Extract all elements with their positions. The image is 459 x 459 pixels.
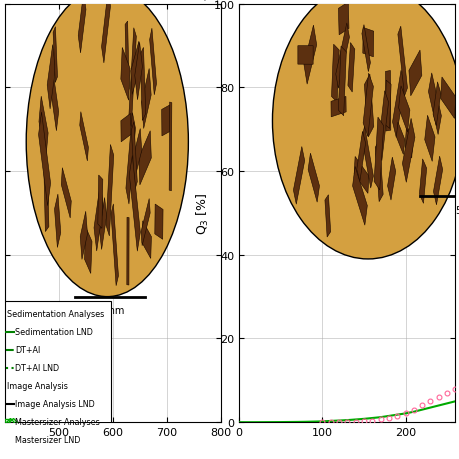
Polygon shape [387,158,395,201]
Bar [5,301,110,457]
Polygon shape [408,51,421,96]
Polygon shape [134,43,142,101]
Polygon shape [385,71,390,132]
Polygon shape [432,83,440,126]
Y-axis label: Q$_3$ [%]: Q$_3$ [%] [194,192,210,235]
Polygon shape [39,97,48,159]
Text: Sedimentation LND: Sedimentation LND [15,328,93,337]
Polygon shape [392,71,404,138]
Polygon shape [361,26,369,73]
Polygon shape [141,199,150,246]
Polygon shape [308,154,319,203]
Polygon shape [169,103,172,191]
Polygon shape [98,176,103,229]
Text: Image Analysis: Image Analysis [7,382,67,391]
Polygon shape [84,228,92,274]
Polygon shape [377,91,388,161]
Polygon shape [384,81,390,129]
Polygon shape [335,24,349,89]
Polygon shape [140,48,146,121]
Polygon shape [424,116,434,162]
Text: 5 mm: 5 mm [95,305,124,315]
Polygon shape [139,131,151,185]
Text: Mastersizer LND: Mastersizer LND [15,436,81,444]
Polygon shape [373,118,383,190]
Polygon shape [347,44,354,93]
Polygon shape [293,147,304,205]
Polygon shape [161,106,170,137]
Polygon shape [396,123,404,155]
Polygon shape [53,28,57,83]
Polygon shape [50,65,59,131]
Polygon shape [127,218,129,285]
Polygon shape [142,221,151,259]
Polygon shape [402,119,414,183]
Text: Mastersizer Analyses: Mastersizer Analyses [15,418,100,426]
Ellipse shape [272,0,459,259]
Polygon shape [364,75,373,138]
Polygon shape [130,42,140,95]
Polygon shape [362,28,373,58]
Polygon shape [404,127,412,158]
Polygon shape [155,205,162,240]
Polygon shape [129,28,136,128]
Text: Image Analysis LND: Image Analysis LND [15,400,95,409]
Polygon shape [125,22,129,93]
Polygon shape [106,145,113,236]
Polygon shape [331,45,338,103]
Polygon shape [80,212,87,260]
Polygon shape [39,113,50,206]
Polygon shape [297,46,313,65]
Polygon shape [131,123,137,191]
Polygon shape [303,26,316,85]
Polygon shape [141,69,151,129]
Polygon shape [432,157,442,206]
Polygon shape [352,167,367,226]
Polygon shape [427,74,441,135]
Text: Sedimentation Analyses: Sedimentation Analyses [7,310,104,319]
Polygon shape [362,74,373,137]
Polygon shape [126,113,135,205]
Polygon shape [101,0,110,64]
Ellipse shape [26,0,188,297]
Polygon shape [353,157,368,194]
Polygon shape [79,112,88,162]
Polygon shape [398,87,409,133]
Polygon shape [375,141,382,202]
Polygon shape [44,168,49,232]
Polygon shape [121,114,130,142]
Polygon shape [129,156,140,252]
Polygon shape [121,48,130,101]
Polygon shape [111,204,118,286]
Polygon shape [47,45,56,110]
Polygon shape [55,195,61,248]
Text: DT+Al LND: DT+Al LND [15,364,59,373]
Polygon shape [94,184,103,252]
Polygon shape [397,27,407,97]
Polygon shape [338,3,348,36]
Polygon shape [134,129,141,176]
Polygon shape [356,132,365,182]
Polygon shape [338,47,346,117]
Polygon shape [361,127,373,189]
Polygon shape [99,198,106,250]
Polygon shape [330,97,346,118]
Text: DT+Al: DT+Al [15,346,40,355]
Polygon shape [78,0,86,54]
Polygon shape [419,160,426,204]
Polygon shape [149,29,156,95]
Polygon shape [440,78,455,119]
Text: 5: 5 [454,205,459,215]
Polygon shape [324,196,330,237]
Polygon shape [61,168,71,218]
